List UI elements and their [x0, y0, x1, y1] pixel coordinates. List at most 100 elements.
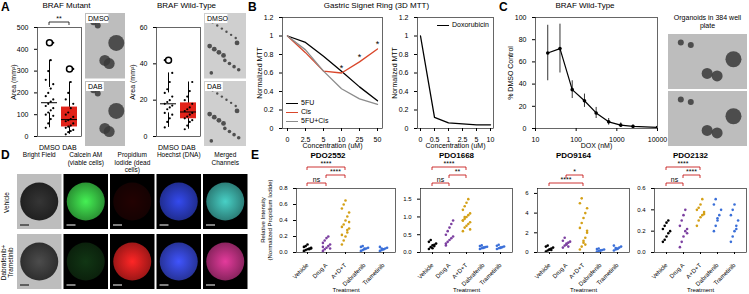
svg-text:0.4: 0.4: [637, 207, 646, 213]
svg-text:200: 200: [17, 89, 29, 96]
svg-text:300: 300: [17, 67, 29, 74]
svg-text:50: 50: [374, 136, 382, 143]
svg-text:0.6: 0.6: [279, 201, 288, 207]
svg-text:10000: 10000: [648, 136, 668, 143]
svg-text:0.2: 0.2: [399, 106, 409, 113]
svg-text:ns: ns: [671, 176, 679, 183]
svg-text:0.2: 0.2: [637, 228, 646, 234]
svg-text:Area (mm²): Area (mm²): [129, 64, 137, 99]
svg-text:0.4: 0.4: [399, 88, 409, 95]
svg-text:****: ****: [444, 160, 455, 167]
svg-text:*: *: [340, 63, 344, 73]
svg-text:0: 0: [25, 133, 29, 140]
svg-text:**: **: [56, 15, 62, 22]
svg-text:*: *: [573, 168, 576, 175]
svg-text:1.5: 1.5: [403, 196, 412, 202]
svg-text:0: 0: [405, 125, 409, 132]
svg-text:% DMSO Control: % DMSO Control: [507, 46, 514, 100]
svg-text:ns: ns: [313, 176, 321, 183]
svg-text:1.2: 1.2: [264, 14, 274, 21]
svg-text:0.5: 0.5: [403, 232, 412, 238]
svg-text:1.0: 1.0: [403, 214, 412, 220]
svg-text:0.8: 0.8: [264, 51, 274, 58]
svg-text:Treatment: Treatment: [570, 287, 597, 293]
svg-text:20: 20: [140, 96, 148, 103]
svg-text:0.4: 0.4: [264, 88, 274, 95]
svg-text:Trametinib: Trametinib: [595, 262, 620, 287]
svg-text:Treatment: Treatment: [332, 287, 359, 293]
svg-text:Dabrafenib+Trametinib: Dabrafenib+Trametinib: [0, 245, 14, 281]
svg-text:0.6: 0.6: [399, 69, 409, 76]
svg-text:0: 0: [419, 136, 423, 143]
svg-text:Treatment: Treatment: [453, 287, 480, 293]
svg-text:DMSO: DMSO: [207, 15, 229, 22]
svg-text:Drug A: Drug A: [434, 262, 451, 279]
svg-text:1: 1: [405, 32, 409, 39]
svg-text:40: 40: [519, 80, 527, 87]
svg-text:80: 80: [519, 36, 527, 43]
svg-text:Vehicle: Vehicle: [292, 262, 310, 280]
svg-text:(Normalized Propidium Iodide): (Normalized Propidium Iodide): [267, 179, 273, 260]
svg-text:20: 20: [519, 103, 527, 110]
svg-text:60: 60: [140, 24, 148, 31]
svg-text:0.6: 0.6: [264, 69, 274, 76]
svg-text:0: 0: [144, 133, 148, 140]
svg-text:0.6: 0.6: [637, 185, 646, 191]
svg-text:Vehicle: Vehicle: [651, 262, 669, 280]
svg-text:0: 0: [270, 125, 274, 132]
svg-text:Drug A: Drug A: [311, 262, 328, 279]
svg-text:A+D+T: A+D+T: [330, 262, 348, 280]
svg-text:0.0: 0.0: [403, 249, 412, 255]
svg-text:0.8: 0.8: [279, 185, 288, 191]
svg-text:100: 100: [17, 111, 29, 118]
svg-text:100: 100: [515, 14, 527, 21]
svg-text:Trametinib: Trametinib: [478, 262, 503, 287]
svg-text:Relative Intensity: Relative Intensity: [260, 197, 266, 243]
svg-text:Normalized MTT: Normalized MTT: [391, 46, 398, 98]
svg-text:0.4: 0.4: [279, 217, 288, 223]
svg-text:0.8: 0.8: [399, 51, 409, 58]
svg-text:Drug A: Drug A: [668, 262, 685, 279]
svg-text:*: *: [376, 39, 380, 49]
svg-text:****: ****: [686, 168, 697, 175]
svg-text:60: 60: [519, 58, 527, 65]
svg-text:DAB: DAB: [88, 83, 103, 90]
svg-text:1: 1: [270, 32, 274, 39]
svg-text:DMSO: DMSO: [39, 144, 61, 151]
svg-text:6: 6: [525, 190, 529, 196]
svg-text:10: 10: [532, 136, 540, 143]
svg-text:Vehicle: Vehicle: [417, 262, 435, 280]
svg-text:**: **: [455, 168, 461, 175]
svg-text:Normalized MTT: Normalized MTT: [256, 46, 263, 98]
svg-text:0: 0: [525, 249, 529, 255]
svg-text:0.0: 0.0: [279, 249, 288, 255]
svg-text:500: 500: [17, 24, 29, 31]
svg-text:0: 0: [286, 136, 290, 143]
svg-text:Vehicle: Vehicle: [3, 192, 10, 213]
svg-text:Concentration (uM): Concentration (uM): [303, 142, 363, 150]
svg-text:4: 4: [525, 210, 529, 216]
svg-text:****: ****: [330, 168, 341, 175]
svg-text:1.2: 1.2: [399, 14, 409, 21]
svg-text:0.0: 0.0: [637, 249, 646, 255]
svg-text:Area (mm²): Area (mm²): [10, 64, 18, 99]
svg-text:0.2: 0.2: [264, 106, 274, 113]
svg-text:400: 400: [17, 46, 29, 53]
svg-text:DOX (nM): DOX (nM): [581, 142, 613, 150]
svg-text:DMSO: DMSO: [88, 15, 110, 22]
svg-text:DAB: DAB: [181, 144, 196, 151]
svg-text:0.2: 0.2: [279, 233, 288, 239]
svg-text:Concentration (uM): Concentration (uM): [426, 142, 486, 150]
svg-text:ns: ns: [437, 176, 445, 183]
svg-text:DMSO: DMSO: [158, 144, 180, 151]
svg-text:0: 0: [523, 125, 527, 132]
svg-text:Trametinib: Trametinib: [361, 262, 386, 287]
svg-text:****: ****: [321, 160, 332, 167]
svg-text:Treatment: Treatment: [687, 287, 714, 293]
svg-text:DAB: DAB: [62, 144, 77, 151]
svg-text:Vehicle: Vehicle: [534, 262, 552, 280]
svg-text:40: 40: [140, 60, 148, 67]
svg-text:2: 2: [525, 230, 529, 236]
svg-text:10: 10: [487, 136, 495, 143]
svg-text:Trametinib: Trametinib: [712, 262, 737, 287]
